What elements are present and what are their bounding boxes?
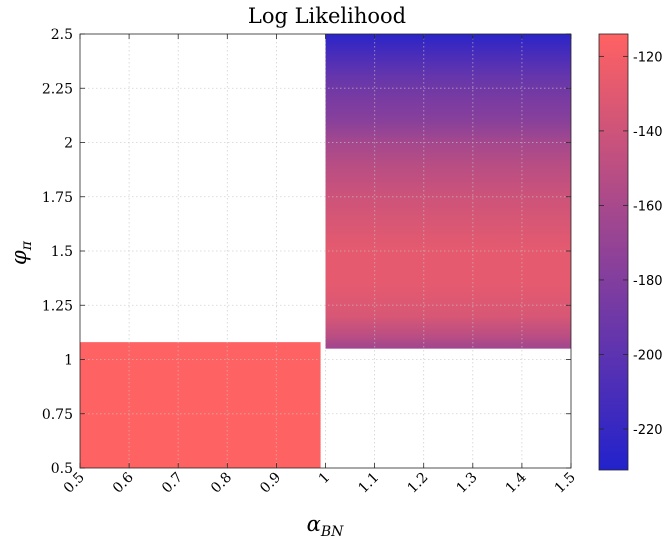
- plot-area: 0.5 0.6 0.7 0.8 0.9 1 1.1 1.2 1.3 1.4 1.5 0.5 0.75 1…: [42, 27, 579, 497]
- x-tick-label: 1.3: [454, 470, 481, 497]
- colorbar-gradient: [598, 33, 629, 471]
- grid-lines: [80, 34, 571, 468]
- y-tick-label: 0.5: [51, 461, 73, 477]
- x-axis-label-subscript: BN: [320, 524, 344, 540]
- chart-title: Log Likelihood: [248, 4, 406, 28]
- y-axis-label-symbol: φ: [7, 250, 31, 265]
- colorbar-tick-label: -160: [633, 199, 663, 214]
- colorbar-tick-label: -200: [633, 348, 663, 363]
- colorbar-tick-label: -220: [633, 423, 663, 438]
- y-tick-label: 1.5: [51, 244, 73, 260]
- y-tick-label: 2: [64, 136, 73, 152]
- y-axis-label-subscript: π: [19, 240, 35, 251]
- y-axis-ticks: 0.5 0.75 1 1.25 1.5 1.75 2 2.25 2.5: [42, 27, 571, 477]
- heatmap-region: [80, 342, 321, 468]
- x-tick-label: 1: [316, 470, 334, 488]
- colorbar-tick-label: -180: [633, 274, 663, 289]
- heatmap-regions: [80, 34, 571, 468]
- x-tick-label: 1.1: [355, 470, 382, 497]
- y-tick-label: 1.25: [42, 298, 73, 314]
- x-tick-label: 0.7: [159, 470, 186, 497]
- colorbar-tick-label: -120: [633, 50, 663, 65]
- x-tick-label: 1.2: [404, 470, 431, 497]
- colorbar: -120 -140 -160 -180 -200 -220: [598, 33, 663, 471]
- y-tick-label: 2.25: [42, 81, 73, 97]
- x-axis-label-symbol: α: [307, 512, 321, 536]
- x-axis-label: αBN: [307, 512, 344, 540]
- y-tick-label: 0.75: [42, 407, 73, 423]
- y-tick-label: 1.75: [42, 190, 73, 206]
- colorbar-tick-label: -140: [633, 125, 663, 140]
- x-tick-label: 0.6: [110, 469, 137, 496]
- colorbar-ticks: -120 -140 -160 -180 -200 -220: [599, 50, 663, 438]
- y-tick-label: 2.5: [51, 27, 73, 43]
- y-tick-label: 1: [64, 353, 73, 369]
- x-tick-label: 1.5: [552, 470, 579, 497]
- y-axis-label: φπ: [7, 240, 35, 265]
- x-tick-label: 0.9: [257, 470, 284, 497]
- x-tick-label: 0.8: [208, 470, 235, 497]
- heatmap-region: [325, 34, 571, 349]
- x-tick-label: 1.4: [503, 469, 530, 496]
